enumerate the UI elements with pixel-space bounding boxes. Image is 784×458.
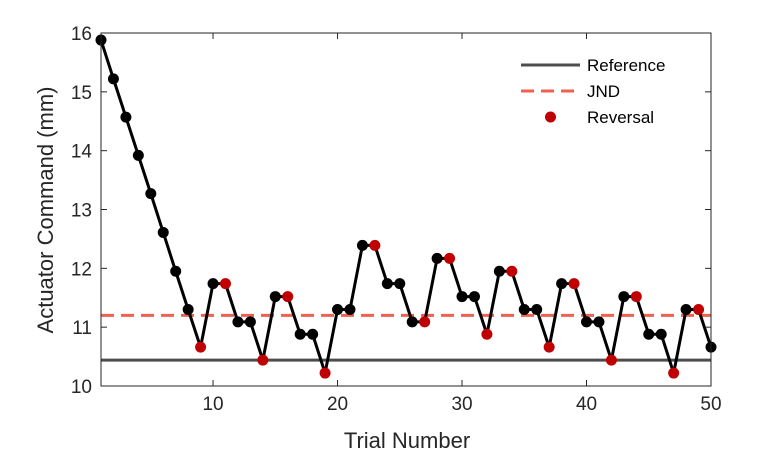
- data-point: [518, 304, 530, 316]
- reversal-point: [481, 328, 493, 340]
- reversal-point: [369, 239, 381, 251]
- data-point: [232, 316, 244, 328]
- reversal-point: [195, 341, 207, 353]
- x-tick-label: 30: [451, 394, 472, 415]
- data-point: [680, 304, 692, 316]
- data-point: [182, 304, 194, 316]
- data-point: [493, 265, 505, 277]
- reversal-point: [568, 278, 580, 290]
- legend-reversal-marker: [545, 111, 556, 123]
- data-point: [107, 73, 119, 85]
- y-tick-label: 16: [71, 24, 92, 45]
- y-tick-label: 14: [71, 142, 93, 163]
- data-point: [655, 328, 667, 340]
- y-axis-title: Actuator Command (mm): [33, 87, 58, 334]
- data-point: [643, 328, 655, 340]
- data-point: [170, 265, 182, 277]
- data-point: [307, 328, 319, 340]
- reversal-point: [506, 265, 518, 277]
- data-point: [593, 316, 605, 328]
- data-point: [120, 111, 132, 123]
- legend: Reference JND Reversal: [521, 56, 665, 127]
- data-point: [132, 149, 144, 161]
- data-point: [157, 226, 169, 238]
- axes: 10 20 30 40 50 10 11 12 13 14 15 16: [71, 24, 722, 415]
- data-point: [394, 278, 406, 290]
- reversal-point: [419, 316, 431, 328]
- data-point: [145, 188, 157, 200]
- data-point: [618, 291, 630, 303]
- reversal-point: [668, 367, 680, 379]
- data-point: [269, 291, 281, 303]
- x-tick-label: 50: [700, 394, 721, 415]
- data-point: [556, 278, 568, 290]
- plot-area: [95, 34, 717, 379]
- reversal-point: [444, 252, 456, 264]
- data-point: [207, 278, 219, 290]
- reversal-point: [630, 291, 642, 303]
- y-tick-label: 11: [72, 318, 92, 339]
- data-point: [456, 291, 468, 303]
- reversal-point: [257, 354, 269, 366]
- y-tick-label: 13: [71, 201, 92, 222]
- reversal-point: [219, 278, 231, 290]
- legend-reference-label: Reference: [587, 56, 665, 75]
- x-tick-label: 10: [202, 394, 223, 415]
- data-point: [344, 304, 356, 316]
- series-line: [99, 39, 713, 375]
- legend-reversal-label: Reversal: [587, 108, 654, 127]
- data-point: [332, 304, 344, 316]
- y-tick-label: 12: [71, 259, 92, 280]
- data-point: [581, 316, 593, 328]
- data-point: [244, 316, 256, 328]
- reversal-point: [282, 291, 294, 303]
- data-point: [406, 316, 418, 328]
- x-axis-title: Trial Number: [344, 428, 470, 453]
- reversal-point: [693, 304, 705, 316]
- reversal-point: [605, 354, 617, 366]
- data-point: [294, 328, 306, 340]
- data-point: [468, 291, 480, 303]
- y-tick-label: 10: [71, 377, 92, 398]
- reversal-point: [319, 367, 331, 379]
- reversal-point: [543, 341, 555, 353]
- legend-jnd-label: JND: [587, 82, 620, 101]
- data-point: [381, 278, 393, 290]
- data-point: [356, 239, 368, 251]
- data-point: [531, 304, 543, 316]
- y-tick-label: 15: [71, 83, 92, 104]
- x-tick-label: 40: [576, 394, 597, 415]
- data-point: [431, 252, 443, 264]
- x-tick-label: 20: [327, 394, 348, 415]
